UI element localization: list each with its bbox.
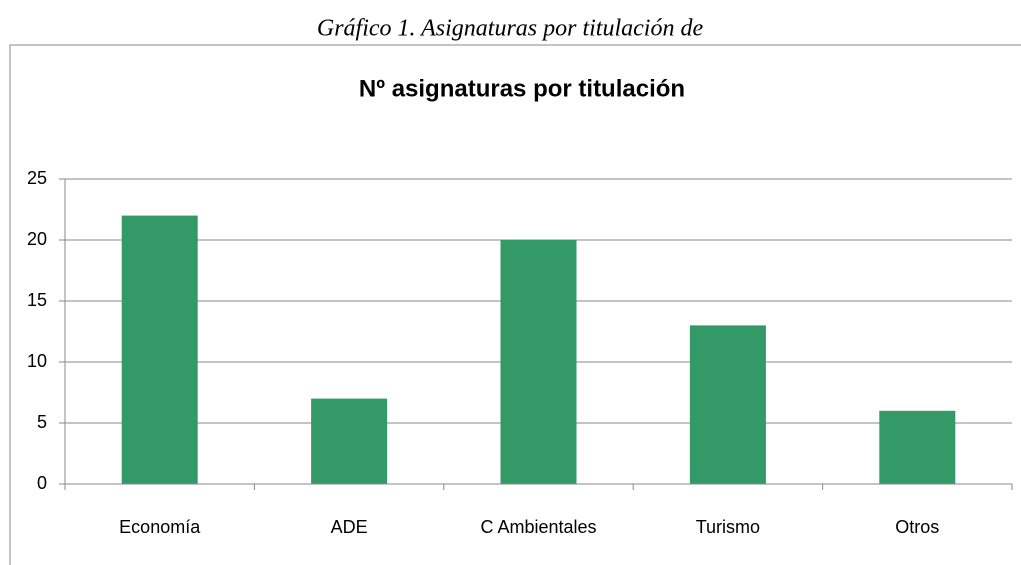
y-tick-label: 10 xyxy=(27,351,47,371)
x-tick-label: Economía xyxy=(119,517,201,537)
chart-title: Nº asignaturas por titulación xyxy=(359,75,685,102)
y-tick-label: 20 xyxy=(27,229,47,249)
x-tick-label: Turismo xyxy=(696,517,760,537)
bar xyxy=(879,410,956,484)
y-tick-label: 0 xyxy=(37,473,47,493)
x-tick-label: Otros xyxy=(895,517,939,537)
y-tick-label: 5 xyxy=(37,412,47,432)
bar xyxy=(689,325,766,484)
bar xyxy=(311,398,388,484)
bar xyxy=(121,215,198,484)
bar xyxy=(500,240,577,484)
x-tick-label: C Ambientales xyxy=(480,517,596,537)
y-tick-label: 15 xyxy=(27,290,47,310)
x-tick-label: ADE xyxy=(331,517,368,537)
caption: Gráfico 1. Asignaturas por titulación de xyxy=(317,16,704,42)
y-tick-label: 25 xyxy=(27,168,47,188)
chart-border xyxy=(9,44,1021,565)
